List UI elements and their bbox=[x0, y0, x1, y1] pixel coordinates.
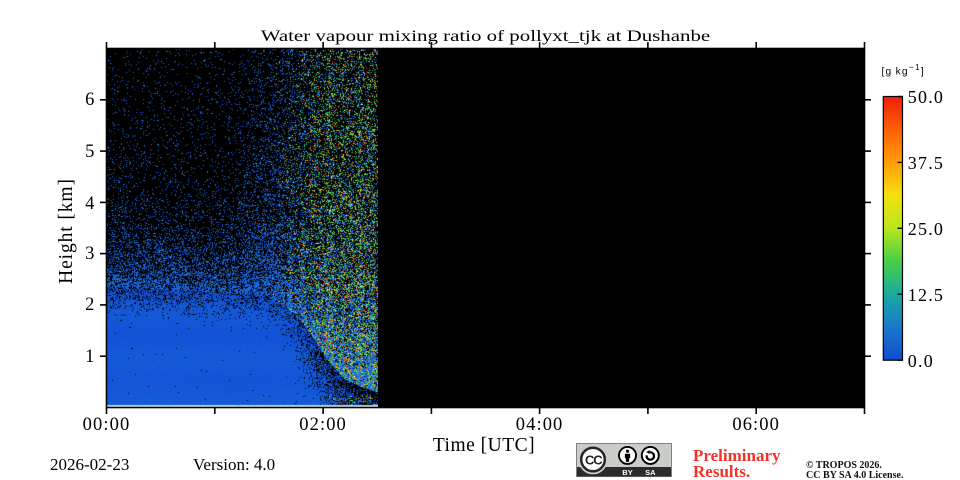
svg-text:SA: SA bbox=[645, 468, 656, 477]
svg-text:BY: BY bbox=[622, 468, 632, 477]
svg-text:CC: CC bbox=[585, 452, 603, 467]
